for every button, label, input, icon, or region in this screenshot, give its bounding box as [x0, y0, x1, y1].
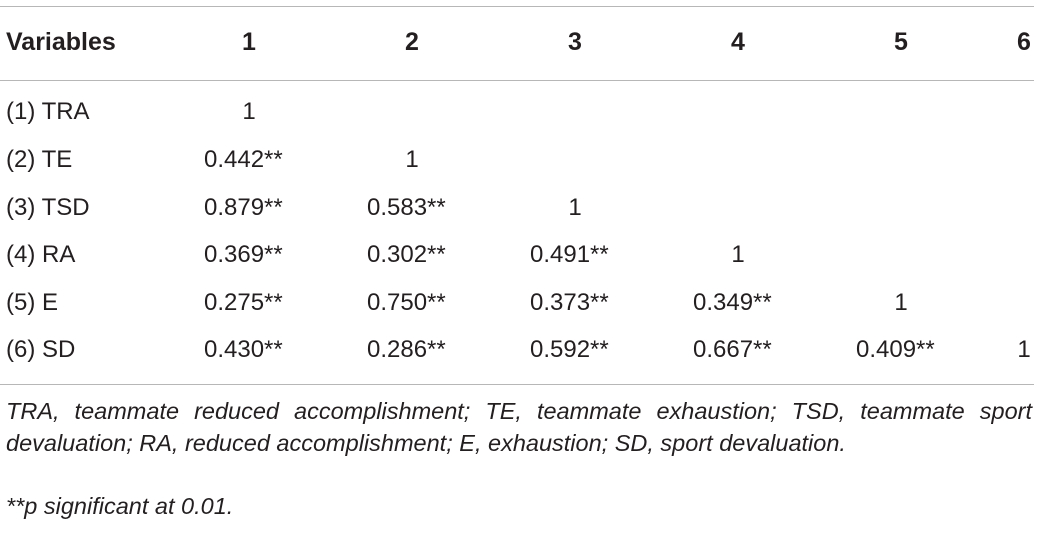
table-cell: 0.286**: [367, 336, 446, 363]
table-cell: 0.409**: [856, 336, 935, 363]
table-cell: 0.750**: [367, 289, 446, 316]
table-cell: 1: [731, 241, 745, 268]
table-cell: 0.430**: [204, 336, 283, 363]
table-cell: 1: [568, 194, 582, 221]
header-col-4: 4: [731, 28, 745, 56]
header-col-5: 5: [894, 28, 908, 56]
footnote-significance: **p significant at 0.01.: [6, 493, 234, 519]
table-cell: 0.592**: [530, 336, 609, 363]
header-rule: [0, 80, 1034, 81]
table-cell: 1: [242, 98, 256, 125]
table-cell: 0.373**: [530, 289, 609, 316]
table-cell: 0.349**: [693, 289, 772, 316]
row-label: (1) TRA: [6, 98, 90, 125]
table-cell: 1: [1017, 336, 1031, 363]
table-cell: 1: [894, 289, 908, 316]
table-cell: 0.302**: [367, 241, 446, 268]
footnote-abbreviations: TRA, teammate reduced accomplishment; TE…: [6, 398, 1032, 456]
row-label: (2) TE: [6, 146, 73, 173]
table-cell: 0.275**: [204, 289, 283, 316]
table-bottom-rule: [0, 384, 1034, 385]
header-variables: Variables: [6, 28, 116, 56]
header-col-2: 2: [405, 28, 419, 56]
table-cell: 1: [405, 146, 419, 173]
table-top-rule: [0, 6, 1034, 7]
table-cell: 0.491**: [530, 241, 609, 268]
header-col-6: 6: [1017, 28, 1031, 56]
row-label: (3) TSD: [6, 194, 90, 221]
row-label: (5) E: [6, 289, 59, 316]
table-cell: 0.442**: [204, 146, 283, 173]
header-col-3: 3: [568, 28, 582, 56]
row-label: (4) RA: [6, 241, 76, 268]
table-cell: 0.879**: [204, 194, 283, 221]
table-cell: 0.583**: [367, 194, 446, 221]
table-cell: 0.369**: [204, 241, 283, 268]
header-col-1: 1: [242, 28, 256, 56]
table-cell: 0.667**: [693, 336, 772, 363]
row-label: (6) SD: [6, 336, 76, 363]
